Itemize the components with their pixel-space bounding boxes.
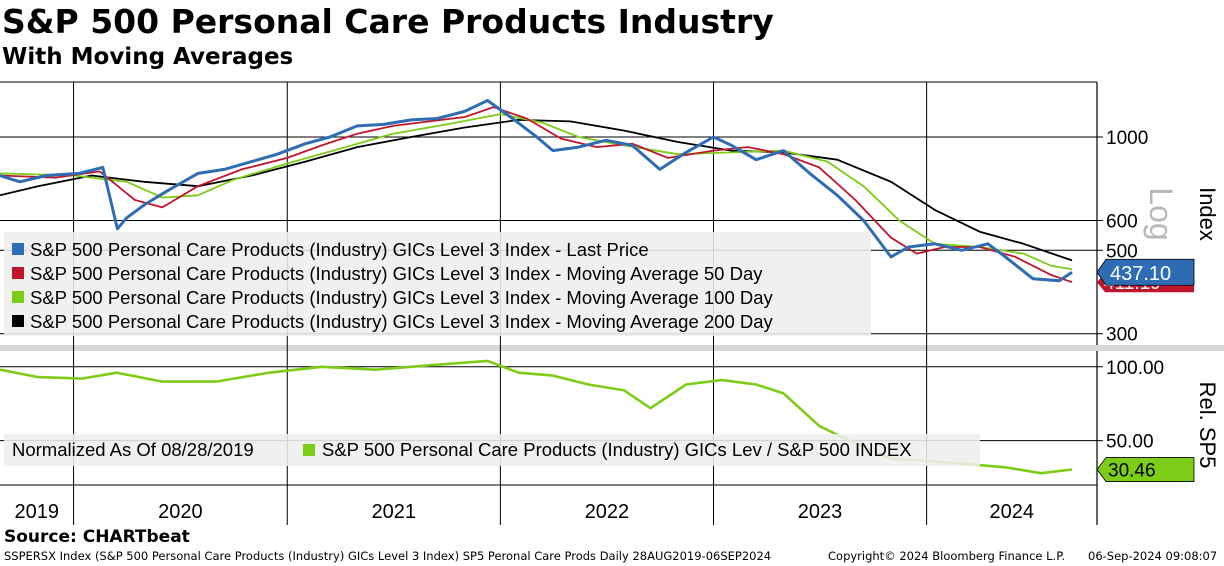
x-tick-label: 2019 — [15, 501, 60, 523]
chart-subtitle: With Moving Averages — [2, 44, 294, 70]
x-tick-label: 2020 — [158, 501, 203, 523]
chart-title: S&P 500 Personal Care Products Industry — [2, 2, 774, 41]
rel-y-tick-label: 100.00 — [1106, 358, 1164, 379]
footer-copyright: Copyright© 2024 Bloomberg Finance L.P. — [828, 549, 1065, 563]
legend-swatch-ma200 — [12, 315, 24, 327]
y-tick-label: 300 — [1106, 325, 1138, 346]
footer-timestamp: 06-Sep-2024 09:08:07 — [1088, 549, 1218, 563]
legend-entry-price: S&P 500 Personal Care Products (Industry… — [30, 239, 649, 260]
legend-entry-ma100: S&P 500 Personal Care Products (Industry… — [30, 287, 774, 308]
series-line-ma200 — [0, 119, 1073, 262]
series-line-price — [0, 99, 1073, 283]
legend-swatch-ma100 — [12, 291, 24, 303]
price-value-tag — [1096, 258, 1195, 286]
y-axis-label: Index — [1195, 187, 1220, 241]
source-note: Source: CHARTbeat — [4, 527, 190, 547]
normalization-note: Normalized As Of 08/28/2019 — [12, 439, 254, 460]
y-tick-label: 500 — [1106, 241, 1138, 262]
x-tick-label: 2023 — [798, 501, 843, 523]
legend-swatch-price — [12, 243, 24, 255]
legend-box — [4, 232, 871, 336]
rel-legend-swatch — [303, 444, 315, 456]
legend-entry-ma50: S&P 500 Personal Care Products (Industry… — [30, 263, 763, 284]
rel-value-label: 30.46 — [1108, 461, 1156, 482]
rel-value-tag — [1096, 457, 1195, 482]
x-tick-label: 2022 — [585, 501, 630, 523]
x-tick-label: 2021 — [372, 501, 417, 523]
panel-divider — [0, 345, 1224, 351]
rel-legend-box — [4, 434, 980, 466]
rel-y-tick-label: 50.00 — [1106, 432, 1154, 453]
y-tick-label: 600 — [1106, 211, 1138, 232]
rel-y-axis-label: Rel. SP5 — [1195, 382, 1220, 469]
x-tick-label: 2024 — [990, 501, 1035, 523]
y-tick-label: 1000 — [1106, 128, 1148, 149]
log-scale-label: Log — [1143, 187, 1179, 240]
series-line-ma50 — [0, 106, 1073, 284]
rel-legend-entry: S&P 500 Personal Care Products (Industry… — [322, 439, 912, 460]
price-value-label: 437.10 — [1110, 263, 1171, 285]
legend-entry-ma200: S&P 500 Personal Care Products (Industry… — [30, 311, 774, 332]
footer-ticker-info: SSPERSX Index (S&P 500 Personal Care Pro… — [4, 549, 772, 563]
legend-swatch-ma50 — [12, 267, 24, 279]
